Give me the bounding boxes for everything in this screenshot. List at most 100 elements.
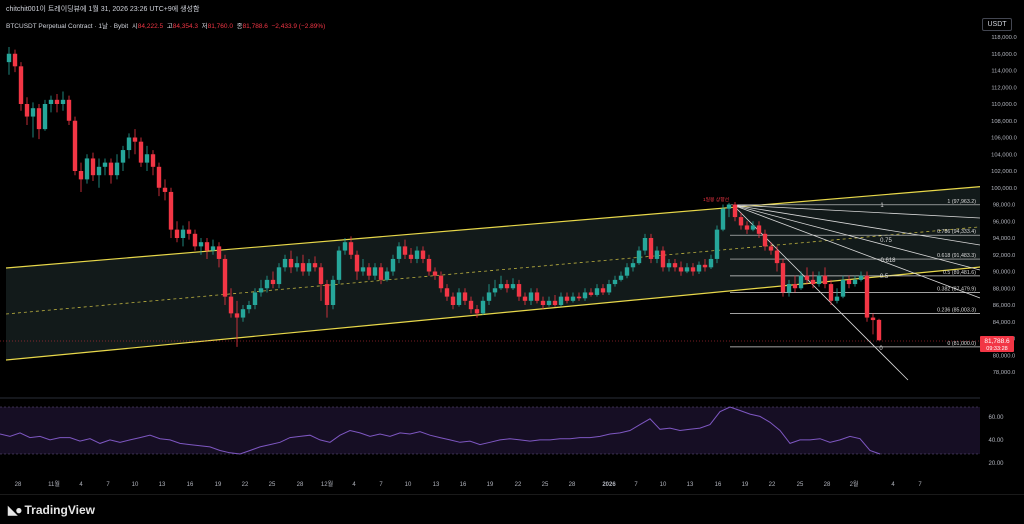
candle xyxy=(180,225,186,247)
price-tick-label: 104,000.0 xyxy=(991,152,1017,158)
candle xyxy=(426,254,432,276)
candle xyxy=(240,305,246,322)
candle xyxy=(690,263,696,276)
candle xyxy=(204,238,210,259)
candle xyxy=(354,250,360,280)
rsi-tick-label: 40.00 xyxy=(988,438,1004,444)
fan-label: 0.75 xyxy=(880,238,892,244)
tradingview-logo[interactable]: ◣● TradingView xyxy=(8,503,95,517)
candle xyxy=(456,288,462,307)
candle xyxy=(714,225,720,264)
high-value: 84,354.3 xyxy=(172,23,199,30)
candle xyxy=(834,288,840,304)
candle xyxy=(306,258,312,276)
time-tick-label: 10 xyxy=(660,482,667,488)
candle xyxy=(222,254,228,305)
candle xyxy=(108,158,114,184)
price-tick-label: 80,000.0 xyxy=(993,353,1016,359)
candle xyxy=(174,221,180,243)
candle xyxy=(774,246,780,272)
time-tick-label: 25 xyxy=(542,482,549,488)
candle xyxy=(780,258,786,297)
symbol-name[interactable]: BTCUSDT Perpetual Contract · 1날 · Bybit xyxy=(6,23,129,30)
time-tick-label: 2026 xyxy=(602,482,616,488)
candle xyxy=(558,292,564,307)
open-label: 시 xyxy=(131,23,138,30)
candle xyxy=(732,201,738,222)
price-axis[interactable]: 118,000.0 116,000.0 114,000.0 112,000.0 110,… xyxy=(980,14,1024,494)
candle xyxy=(696,261,702,275)
price-tick-label: 108,000.0 xyxy=(991,119,1017,125)
price-tick-label: 92,000.0 xyxy=(993,253,1016,259)
candle xyxy=(162,179,168,201)
candle xyxy=(54,93,60,113)
candle xyxy=(390,254,396,276)
candle xyxy=(312,256,318,272)
candle xyxy=(828,279,834,305)
candle xyxy=(624,263,630,279)
candle xyxy=(78,162,84,192)
fan-line[interactable] xyxy=(732,204,981,246)
time-tick-label: 7 xyxy=(106,482,110,488)
candle xyxy=(210,239,216,255)
candle xyxy=(648,233,654,264)
candle xyxy=(414,246,420,264)
candle xyxy=(294,256,300,272)
candle xyxy=(366,263,372,280)
candle xyxy=(684,263,690,274)
candle xyxy=(84,154,90,184)
candle xyxy=(600,284,606,295)
candle xyxy=(870,313,876,335)
candle xyxy=(408,248,414,264)
candle xyxy=(852,275,858,287)
candle xyxy=(342,238,348,255)
candle xyxy=(630,258,636,272)
candle xyxy=(498,275,504,290)
candle xyxy=(480,296,486,316)
symbol-legend[interactable]: BTCUSDT Perpetual Contract · 1날 · Bybit … xyxy=(6,20,325,30)
time-tick-label: 28 xyxy=(297,482,304,488)
candle xyxy=(654,246,660,264)
fan-line[interactable] xyxy=(732,204,981,219)
candle xyxy=(858,271,864,282)
price-tick-label: 106,000.0 xyxy=(991,136,1017,142)
currency-button[interactable]: USDT xyxy=(982,18,1012,31)
fan-line[interactable] xyxy=(732,204,909,381)
candle xyxy=(348,236,354,259)
candle xyxy=(756,221,762,238)
candle xyxy=(132,129,138,155)
price-chart[interactable]: 1 (97,963.2) 0.786 (94,333.4) 0.618 (91,48… xyxy=(0,0,1024,494)
price-tick-label: 100,000.0 xyxy=(991,186,1017,192)
candle xyxy=(228,288,234,318)
candle xyxy=(234,300,240,347)
last-price-tag: 81,788.6 09:33:28 xyxy=(980,336,1014,352)
candle xyxy=(468,296,474,314)
candle xyxy=(6,47,12,75)
rsi-axis: 60.00 40.00 20.00 xyxy=(988,415,1004,467)
candle xyxy=(588,288,594,297)
low-value: 81,760.0 xyxy=(207,23,233,30)
candle xyxy=(198,238,204,255)
time-tick-label: 16 xyxy=(715,482,722,488)
candle xyxy=(90,152,96,182)
fan-line[interactable] xyxy=(732,204,981,299)
fan-line[interactable] xyxy=(732,204,981,271)
candle xyxy=(726,202,732,218)
fib-speed-fan[interactable]: 1 0.75 0.618 0.5 0 xyxy=(732,203,981,381)
countdown-label: 09:33:28 xyxy=(986,346,1007,352)
candle xyxy=(840,275,846,299)
time-axis[interactable]: 28 11월 4 7 10 13 16 19 22 25 28 12월 4 7 10 13 16 19 22 25 28… xyxy=(15,480,923,488)
candle xyxy=(246,300,252,314)
time-tick-label: 16 xyxy=(187,482,194,488)
candle xyxy=(360,258,366,276)
candle xyxy=(402,239,408,259)
time-tick-label: 7 xyxy=(379,482,383,488)
time-tick-label: 25 xyxy=(269,482,276,488)
fan-label: 1 xyxy=(880,203,884,209)
candle xyxy=(12,49,18,73)
candle xyxy=(378,263,384,285)
rsi-pane[interactable] xyxy=(0,406,980,455)
change-value: −2,433.9 (−2.89%) xyxy=(271,23,326,30)
candle xyxy=(30,102,36,138)
candle xyxy=(522,292,528,305)
